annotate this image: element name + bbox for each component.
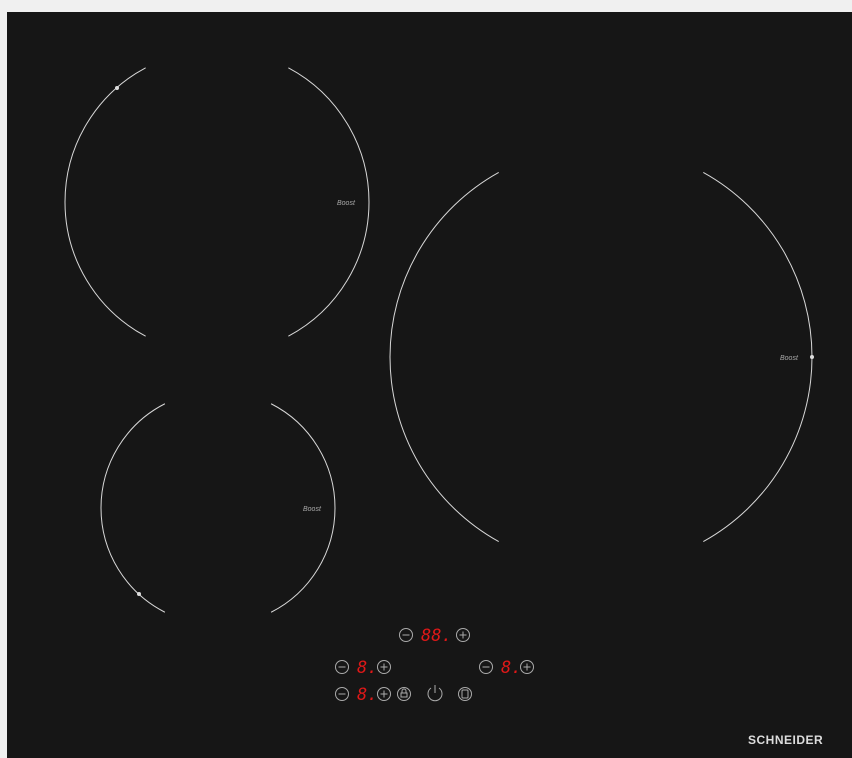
- timer-display: 88.: [421, 626, 452, 646]
- boost-label: Boost: [780, 355, 799, 362]
- zone-dot: [810, 355, 814, 359]
- zone-dot: [137, 592, 141, 596]
- zone-dot: [115, 86, 119, 90]
- zone-display: 8.: [357, 685, 377, 705]
- boost-label: Boost: [303, 506, 322, 513]
- glass-panel: [7, 12, 852, 758]
- zone-display: 8.: [501, 658, 521, 678]
- brand-logo: SCHNEIDER: [748, 733, 823, 747]
- zone-display: 8.: [357, 658, 377, 678]
- boost-label: Boost: [337, 200, 356, 207]
- hob: Boost Boost Boost 88. 8. 8. 8. SCHNEIDER: [0, 0, 852, 758]
